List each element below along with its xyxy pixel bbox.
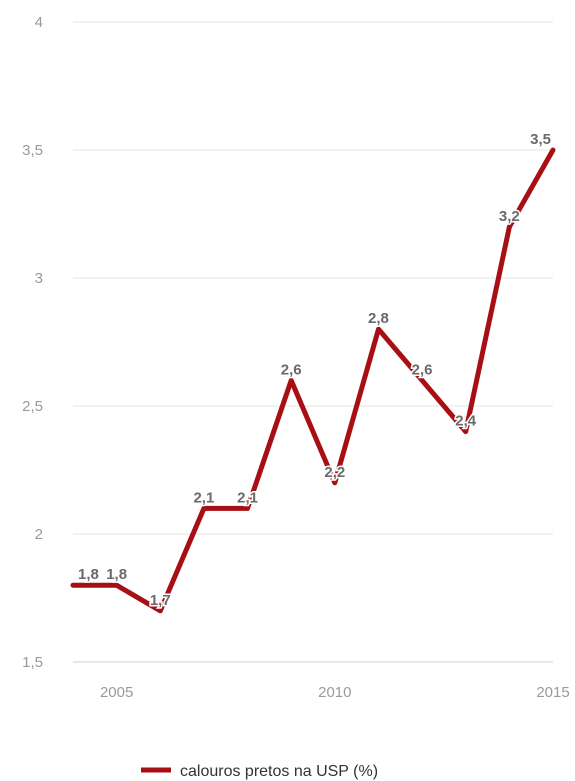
gridlines [73, 21, 553, 663]
y-tick-label: 3,5 [22, 142, 43, 159]
y-tick-label: 2,5 [22, 398, 43, 415]
series-line [70, 147, 556, 614]
data-label: 3,5 [530, 131, 551, 148]
data-label: 2,4 [455, 413, 477, 430]
data-label: 3,2 [499, 208, 520, 225]
legend[interactable]: calouros pretos na USP (%) [141, 763, 378, 780]
data-label: 2,1 [193, 489, 214, 506]
y-axis-ticks: 4 3,5 3 2,5 2 1,5 [22, 14, 43, 671]
data-label: 2,2 [324, 464, 345, 481]
x-tick-label: 2015 [536, 684, 569, 701]
data-label: 2,1 [237, 489, 258, 506]
data-label: 1,8 [106, 566, 127, 583]
x-tick-label: 2005 [100, 684, 133, 701]
legend-label: calouros pretos na USP (%) [180, 763, 378, 780]
y-tick-label: 1,5 [22, 654, 43, 671]
data-label: 2,8 [368, 310, 389, 327]
y-tick-label: 4 [35, 14, 43, 31]
x-tick-label: 2010 [318, 684, 351, 701]
y-tick-label: 2 [35, 526, 43, 543]
data-label: 1,7 [150, 592, 171, 609]
data-label: 2,6 [412, 361, 433, 378]
data-labels: 1,8 1,8 1,7 2,1 2,1 2,6 2,2 2,8 2,6 2,4 3,2 3,5 [77, 130, 553, 611]
data-label: 1,8 [78, 566, 99, 583]
data-label: 2,6 [281, 361, 302, 378]
y-tick-label: 3 [35, 270, 43, 287]
x-axis-ticks: 2005 2010 2015 [100, 684, 570, 701]
